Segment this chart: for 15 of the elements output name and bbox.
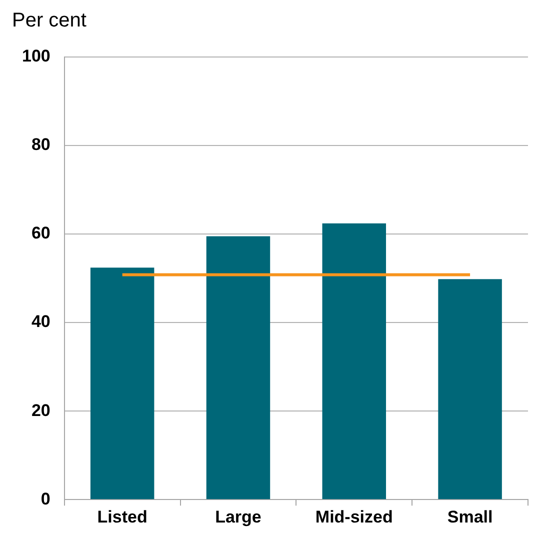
x-tick-label: Listed (97, 507, 148, 526)
bar (206, 236, 270, 500)
y-tick-label: 60 (31, 224, 50, 243)
y-tick-label: 40 (31, 312, 50, 332)
bar (90, 268, 154, 500)
y-tick-label: 0 (40, 489, 50, 508)
x-tick-label: Large (215, 507, 262, 526)
y-tick-label: 80 (31, 135, 50, 154)
y-axis-title: Per cent (12, 10, 87, 32)
bar (438, 279, 502, 500)
y-tick-label: 100 (22, 46, 50, 66)
bar (322, 223, 386, 500)
x-tick-label: Mid-sized (315, 507, 393, 526)
y-tick-label: 20 (31, 400, 50, 420)
x-tick-label: Small (447, 507, 493, 526)
